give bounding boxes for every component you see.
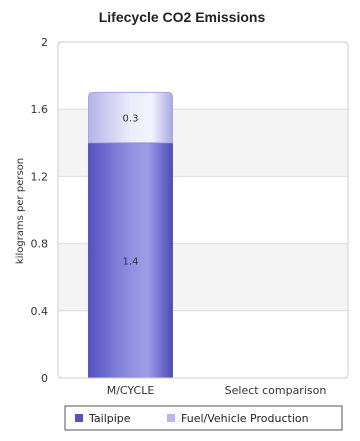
legend-swatch (75, 414, 83, 422)
legend: Tailpipe Fuel/Vehicle Production (64, 405, 343, 431)
x-category-label: M/CYCLE (107, 384, 155, 397)
y-axis-ticks: 0 0.4 0.8 1.2 1.6 2 (31, 36, 49, 385)
legend-label: Tailpipe (88, 412, 131, 425)
bar-segment-tailpipe (88, 142, 173, 379)
legend-swatch (167, 414, 175, 422)
plot-frame (57, 41, 349, 379)
bars (88, 91, 173, 379)
y-tick-label: 1.2 (31, 170, 49, 183)
value-labels: 1.4 0.3 (123, 114, 139, 268)
y-tick-label: 1.6 (31, 103, 49, 116)
y-axis-label: kilograms per person (15, 158, 26, 264)
y-tick-label: 0 (41, 372, 48, 385)
y-tick-label: 0.8 (31, 238, 49, 251)
y-tick-label: 2 (41, 36, 48, 49)
x-axis-categories: M/CYCLE Select comparison (107, 384, 327, 397)
legend-label: Fuel/Vehicle Production (181, 412, 309, 425)
legend-box (64, 405, 343, 431)
y-tick-label: 0.4 (31, 305, 49, 318)
chart-title: Lifecycle CO2 Emissions (99, 9, 266, 25)
bar-segment-fuel-vehicle-production (88, 91, 173, 144)
bar-value-label: 1.4 (123, 256, 139, 267)
x-category-label: Select comparison (225, 384, 327, 397)
plot-border (57, 41, 349, 379)
bar-value-label: 0.3 (123, 114, 139, 125)
